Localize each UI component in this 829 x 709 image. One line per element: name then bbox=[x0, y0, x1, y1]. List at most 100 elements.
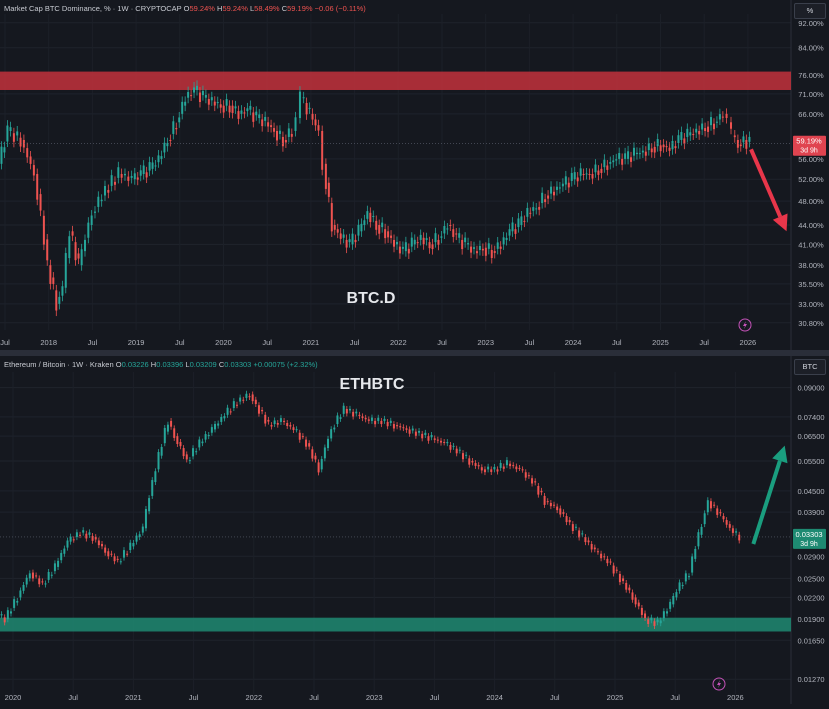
candle-body bbox=[573, 172, 576, 180]
candle-body bbox=[632, 147, 635, 156]
candle-body bbox=[593, 547, 596, 550]
candle-body bbox=[515, 466, 518, 470]
x-tick-label: Jul bbox=[88, 338, 98, 347]
candle-body bbox=[707, 126, 710, 132]
candle-body bbox=[455, 448, 458, 454]
candle-body bbox=[157, 155, 160, 163]
top-high-label: H bbox=[217, 4, 223, 13]
candle-body bbox=[363, 220, 366, 226]
y-tick-label: 0.03900 bbox=[797, 508, 824, 517]
candle-body bbox=[160, 446, 163, 456]
candle-body bbox=[148, 162, 151, 171]
candle-body bbox=[29, 156, 32, 164]
candle-body bbox=[736, 139, 739, 148]
candle-body bbox=[621, 158, 624, 165]
candle-body bbox=[715, 121, 718, 123]
candle-body bbox=[531, 478, 534, 484]
candle-body bbox=[585, 173, 588, 175]
candle-body bbox=[0, 146, 3, 164]
candle-body bbox=[543, 495, 546, 505]
candle-body bbox=[395, 241, 398, 245]
candle-body bbox=[553, 504, 556, 506]
candle-body bbox=[295, 429, 298, 431]
candle-body bbox=[430, 434, 433, 438]
candle-body bbox=[100, 199, 103, 202]
candle-body bbox=[239, 397, 242, 402]
resistance-zone bbox=[0, 71, 791, 90]
candle-body bbox=[157, 452, 160, 470]
candle-body bbox=[678, 582, 681, 591]
candle-body bbox=[249, 105, 252, 110]
candle-body bbox=[496, 469, 499, 472]
candle-body bbox=[74, 242, 77, 261]
candle-body bbox=[612, 160, 615, 163]
candle-body bbox=[697, 532, 700, 547]
candle-body bbox=[273, 420, 276, 425]
candle-body bbox=[228, 105, 231, 113]
candle-body bbox=[709, 501, 712, 509]
candle-body bbox=[270, 425, 273, 427]
candle-body bbox=[301, 436, 304, 438]
candle-body bbox=[80, 249, 83, 266]
top-open-label: O bbox=[183, 4, 190, 13]
candle-body bbox=[210, 427, 213, 433]
candle-body bbox=[311, 113, 314, 120]
candle-body bbox=[148, 498, 151, 512]
candle-body bbox=[63, 548, 66, 554]
candle-body bbox=[117, 167, 120, 178]
y-tick-label: 0.02900 bbox=[797, 552, 824, 561]
candle-body bbox=[433, 438, 436, 440]
candle-body bbox=[594, 164, 597, 173]
candle-body bbox=[603, 556, 606, 558]
candle-body bbox=[193, 87, 196, 93]
candle-body bbox=[381, 222, 384, 228]
candle-body bbox=[742, 136, 745, 143]
y-tick-label: 35.50% bbox=[798, 280, 824, 289]
candle-body bbox=[422, 237, 425, 245]
candle-body bbox=[279, 418, 282, 422]
candle-body bbox=[13, 599, 16, 608]
y-tick-label: 56.00% bbox=[798, 155, 824, 164]
candle-body bbox=[39, 194, 42, 211]
top-symbol-title: Market Cap BTC Dominance, % · 1W · CRYPT… bbox=[4, 4, 182, 13]
candle-body bbox=[90, 215, 93, 226]
y-tick-label: 0.01650 bbox=[797, 636, 824, 645]
candle-body bbox=[628, 587, 631, 591]
candle-body bbox=[689, 132, 692, 136]
candle-body bbox=[181, 101, 184, 114]
candle-body bbox=[380, 420, 383, 425]
candle-body bbox=[440, 440, 443, 443]
candle-body bbox=[716, 508, 719, 515]
y-tick-label: 71.00% bbox=[798, 90, 824, 99]
candle-body bbox=[644, 613, 647, 618]
candle-body bbox=[104, 547, 107, 553]
candle-body bbox=[565, 516, 568, 523]
candle-body bbox=[52, 277, 55, 284]
candle-body bbox=[416, 242, 419, 244]
candle-body bbox=[640, 607, 643, 615]
top-unit-button[interactable]: % bbox=[794, 3, 826, 19]
candle-body bbox=[538, 206, 541, 210]
candle-body bbox=[396, 425, 399, 427]
y-tick-label: 0.04500 bbox=[797, 487, 824, 496]
candle-body bbox=[360, 223, 363, 232]
candle-body bbox=[251, 394, 254, 402]
candle-body bbox=[345, 408, 348, 414]
candle-body bbox=[127, 176, 130, 181]
candle-body bbox=[549, 502, 552, 507]
candle-body bbox=[107, 189, 110, 193]
candle-body bbox=[245, 393, 248, 398]
pane-divider[interactable] bbox=[0, 350, 829, 356]
candle-body bbox=[556, 506, 559, 511]
top-close-value: 59.19% bbox=[287, 4, 313, 13]
replay-bolt-icon bbox=[738, 318, 752, 332]
bottom-unit-button[interactable]: BTC bbox=[794, 359, 826, 375]
countdown-label: 3d 9h bbox=[800, 541, 818, 548]
candle-body bbox=[25, 577, 28, 585]
candle-body bbox=[367, 419, 370, 421]
x-tick-label: Jul bbox=[430, 693, 440, 702]
candle-body bbox=[327, 438, 330, 449]
candle-body bbox=[509, 463, 512, 467]
x-tick-label: Jul bbox=[699, 338, 709, 347]
candle-body bbox=[178, 117, 181, 123]
